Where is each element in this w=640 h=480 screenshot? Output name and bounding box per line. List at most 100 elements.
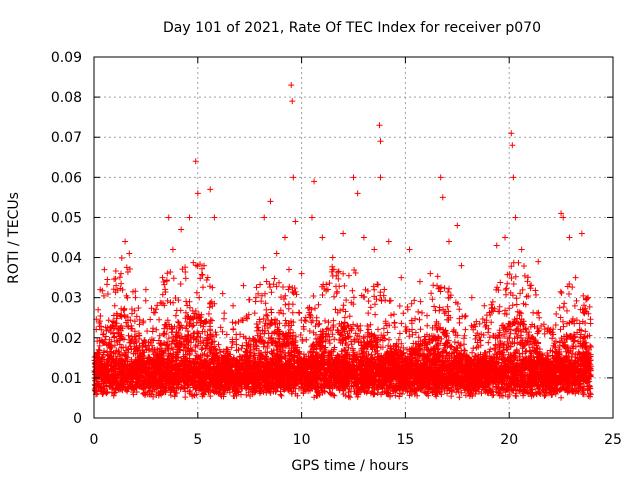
data-point: [360, 234, 367, 241]
data-point: [122, 238, 129, 245]
axis-ticks: [93, 56, 614, 419]
data-point: [281, 234, 288, 241]
y-tick-label: 0.07: [51, 130, 82, 146]
data-point: [493, 242, 500, 249]
x-tick-label: 25: [604, 432, 622, 448]
y-tick-label: 0.09: [51, 50, 82, 66]
data-point: [354, 190, 361, 197]
y-axis-label: ROTI / TECUs: [6, 192, 22, 284]
data-point: [385, 238, 392, 245]
data-point: [329, 254, 336, 261]
data-point: [289, 98, 296, 105]
x-tick-label: 0: [90, 432, 99, 448]
data-point: [454, 222, 461, 229]
y-tick-label: 0.03: [51, 291, 82, 307]
data-point: [207, 186, 214, 193]
plot-frame: [93, 56, 614, 419]
data-point: [398, 274, 405, 281]
data-point: [406, 246, 413, 253]
data-point: [165, 214, 172, 221]
data-point: [201, 262, 208, 269]
data-point: [445, 238, 452, 245]
data-point: [376, 122, 383, 129]
data-point: [261, 214, 268, 221]
data-point: [439, 194, 446, 201]
data-point: [230, 302, 237, 309]
data-point: [468, 294, 475, 301]
data-point: [132, 294, 139, 301]
data-point: [169, 246, 176, 253]
data-point: [578, 230, 585, 237]
data-point: [308, 214, 315, 221]
data-points: [91, 82, 594, 401]
x-tick-label: 5: [193, 432, 202, 448]
data-point: [572, 274, 579, 281]
x-tick-labels: 0 5 10 15 20 25: [90, 432, 622, 448]
data-point: [481, 302, 488, 309]
data-point: [211, 214, 218, 221]
data-point: [292, 218, 299, 225]
data-point: [252, 294, 259, 301]
data-point: [587, 342, 594, 349]
data-point: [117, 270, 124, 277]
data-point: [566, 234, 573, 241]
data-point: [153, 326, 160, 333]
x-tick-label: 20: [500, 432, 518, 448]
data-point: [560, 214, 567, 221]
data-point: [311, 178, 318, 185]
y-tick-label: 0: [73, 411, 82, 427]
data-point: [142, 286, 149, 293]
y-tick-label: 0.02: [51, 331, 82, 347]
data-point: [508, 130, 515, 137]
y-tick-label: 0.05: [51, 210, 82, 226]
data-point: [298, 270, 305, 277]
data-point: [111, 302, 118, 309]
y-tick-label: 0.06: [51, 170, 82, 186]
chart-title: Day 101 of 2021, Rate Of TEC Index for r…: [163, 20, 541, 36]
data-point: [192, 158, 199, 165]
data-point: [350, 174, 357, 181]
data-point: [535, 258, 542, 265]
data-point: [371, 246, 378, 253]
data-point: [290, 174, 297, 181]
y-tick-labels: 0 0.01 0.02 0.03 0.04 0.05 0.06 0.07 0.08 0.09: [51, 50, 82, 427]
data-point: [427, 270, 434, 277]
data-point: [340, 230, 347, 237]
y-tick-label: 0.08: [51, 90, 82, 106]
data-point: [219, 290, 226, 297]
data-point: [95, 306, 102, 313]
data-point: [512, 214, 519, 221]
data-point: [178, 226, 185, 233]
data-point: [97, 286, 104, 293]
data-point: [194, 190, 201, 197]
data-point: [416, 278, 423, 285]
data-point: [377, 174, 384, 181]
data-point: [186, 214, 193, 221]
y-tick-label: 0.01: [51, 371, 82, 387]
data-point: [558, 210, 565, 217]
data-point: [502, 234, 509, 241]
background-scatter-markers: [91, 255, 594, 401]
data-point: [458, 262, 465, 269]
data-point: [518, 246, 525, 253]
data-point: [288, 82, 295, 89]
data-point: [273, 250, 280, 257]
data-point: [107, 342, 114, 349]
x-tick-label: 15: [396, 432, 414, 448]
data-point: [240, 282, 247, 289]
data-point: [159, 274, 166, 281]
data-point: [547, 326, 554, 333]
x-axis-label: GPS time / hours: [291, 458, 408, 474]
data-point: [526, 282, 533, 289]
data-point: [377, 138, 384, 145]
data-point: [267, 198, 274, 205]
data-point: [510, 174, 517, 181]
x-tick-label: 10: [293, 432, 311, 448]
data-point: [126, 250, 133, 257]
data-point: [101, 266, 108, 273]
y-tick-label: 0.04: [51, 251, 82, 267]
data-point: [437, 174, 444, 181]
data-point: [509, 142, 516, 149]
data-point: [585, 294, 592, 301]
